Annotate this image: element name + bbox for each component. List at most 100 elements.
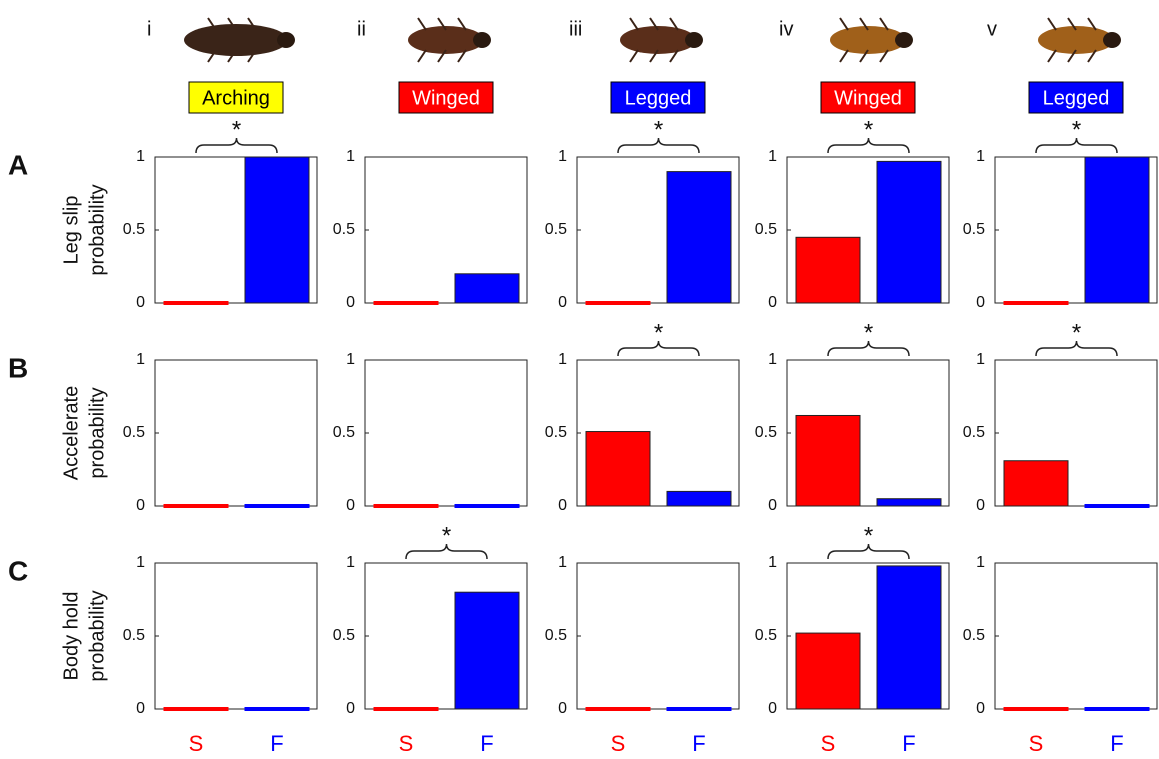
insect-leg (1087, 49, 1097, 63)
x-tick-label: S (189, 731, 204, 756)
column-label-box (1028, 81, 1124, 114)
bar (244, 707, 310, 711)
y-axis-label: probability (86, 387, 108, 478)
insect-leg (649, 49, 659, 63)
y-tick-label: 1 (136, 148, 145, 165)
y-tick-label: 0.5 (963, 221, 985, 238)
y-tick-label: 1 (558, 148, 567, 165)
insect-head (895, 32, 913, 48)
row-letter: C (8, 555, 28, 586)
insect-leg (649, 17, 659, 31)
column-label-box (610, 81, 706, 114)
bar (585, 301, 651, 305)
bar (1084, 504, 1150, 508)
row-letter: A (8, 149, 28, 180)
x-tick-label: F (270, 731, 283, 756)
insect-leg (859, 17, 869, 31)
column-label: Legged (1043, 87, 1110, 109)
plot-frame (576, 562, 740, 710)
insect-leg (629, 17, 639, 31)
significance-mark: * (864, 116, 873, 143)
bar (585, 707, 651, 711)
insect-leg (227, 17, 237, 31)
significance-brace (617, 137, 700, 154)
insect-leg (437, 49, 447, 63)
insect-leg (1047, 49, 1057, 63)
bar (666, 490, 732, 507)
significance-mark: * (232, 116, 241, 143)
y-tick-label: 0.5 (123, 424, 145, 441)
bar (585, 431, 651, 507)
column-numeral: v (987, 18, 997, 40)
column-label-box (188, 81, 284, 114)
insect-leg (839, 49, 849, 63)
insect-leg (457, 17, 467, 31)
y-tick-label: 1 (558, 351, 567, 368)
significance-brace (827, 340, 910, 357)
y-tick-label: 0 (346, 294, 355, 311)
column-label: Legged (625, 87, 692, 109)
significance-mark: * (1072, 319, 1081, 346)
row-letter: B (8, 352, 28, 383)
bar (373, 301, 439, 305)
bar (244, 156, 310, 304)
insect-body (184, 24, 288, 56)
y-tick-label: 0 (346, 497, 355, 514)
y-tick-label: 0.5 (333, 424, 355, 441)
insect-leg (417, 49, 427, 63)
insect-body (408, 26, 484, 54)
insect-leg (457, 49, 467, 63)
column-numeral: i (147, 18, 151, 40)
y-tick-label: 0 (558, 294, 567, 311)
y-tick-label: 1 (976, 351, 985, 368)
y-tick-label: 1 (976, 554, 985, 571)
plot-frame (154, 359, 318, 507)
insect-head (473, 32, 491, 48)
x-tick-label: F (692, 731, 705, 756)
insect-leg (1067, 49, 1077, 63)
x-tick-label: F (480, 731, 493, 756)
insect-body (620, 26, 696, 54)
y-tick-label: 0.5 (123, 627, 145, 644)
significance-mark: * (442, 522, 451, 549)
significance-brace (1035, 137, 1118, 154)
bar (163, 301, 229, 305)
insect-leg (417, 17, 427, 31)
y-axis-label: Leg slip (60, 196, 82, 265)
insect-head (1103, 32, 1121, 48)
insect-leg (859, 49, 869, 63)
bar (795, 632, 861, 710)
significance-mark: * (654, 116, 663, 143)
y-tick-label: 0.5 (545, 221, 567, 238)
bar (244, 504, 310, 508)
y-tick-label: 1 (558, 554, 567, 571)
y-axis-label: Body hold (60, 592, 82, 681)
bar (876, 160, 942, 304)
y-tick-label: 0.5 (755, 627, 777, 644)
insect-leg (227, 49, 237, 63)
insect-leg (247, 49, 257, 63)
y-tick-label: 1 (768, 554, 777, 571)
y-axis-label: probability (86, 184, 108, 275)
y-tick-label: 0 (558, 497, 567, 514)
insect-leg (669, 17, 679, 31)
y-tick-label: 1 (136, 351, 145, 368)
x-tick-label: S (399, 731, 414, 756)
insect-body (830, 26, 906, 54)
y-tick-label: 1 (768, 351, 777, 368)
column-numeral: ii (357, 18, 366, 40)
y-tick-label: 0 (976, 497, 985, 514)
y-tick-label: 0.5 (963, 627, 985, 644)
bar (1003, 707, 1069, 711)
y-tick-label: 0 (768, 294, 777, 311)
insect-leg (1087, 17, 1097, 31)
insect-leg (669, 49, 679, 63)
column-label: Winged (412, 87, 480, 109)
plot-frame (364, 359, 528, 507)
bar (163, 707, 229, 711)
y-tick-label: 0.5 (755, 221, 777, 238)
y-tick-label: 0 (976, 700, 985, 717)
insect-leg (1047, 17, 1057, 31)
insect-leg (437, 17, 447, 31)
